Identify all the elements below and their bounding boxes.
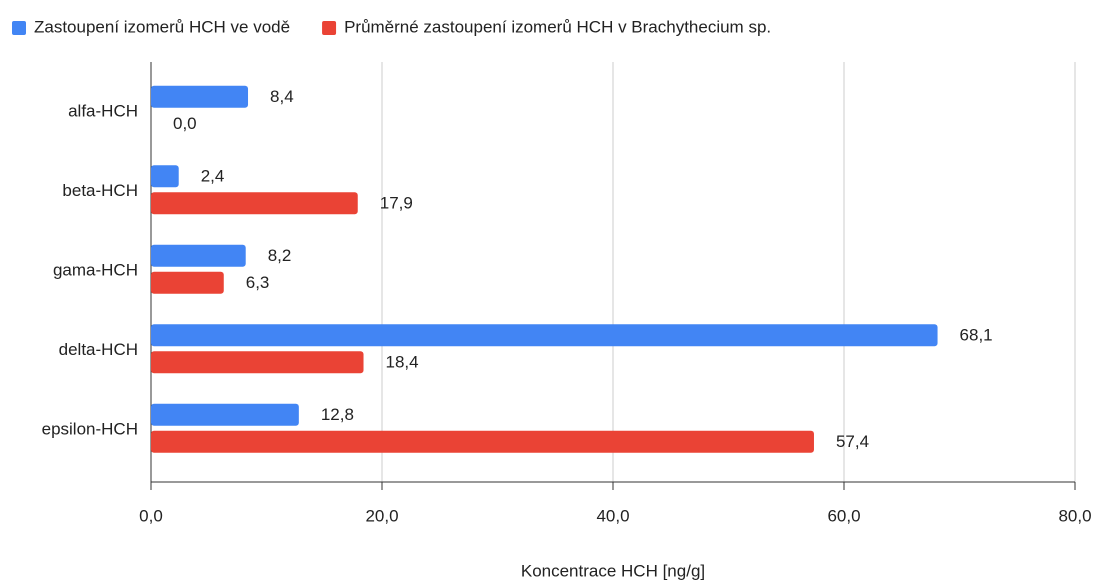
x-axis-title: Koncentrace HCH [ng/g] [521,561,705,580]
x-tick-label: 80,0 [1058,506,1091,525]
data-label: 6,3 [246,273,270,292]
bar [151,351,364,374]
x-tick-label: 20,0 [365,506,398,525]
bar [151,271,224,294]
bar [151,324,938,347]
x-tick-label: 60,0 [827,506,860,525]
y-tick-label: gama-HCH [53,261,138,280]
data-label: 2,4 [201,167,225,186]
x-tick-label: 40,0 [596,506,629,525]
bar [151,165,179,188]
data-label: 12,8 [321,405,354,424]
y-tick-label: beta-HCH [62,181,138,200]
data-label: 8,2 [268,246,292,265]
data-label: 8,4 [270,87,294,106]
bar [151,244,246,267]
y-tick-label: alfa-HCH [68,102,138,121]
data-label: 18,4 [386,353,419,372]
legend-swatch [12,21,26,35]
y-tick-label: epsilon-HCH [42,420,138,439]
x-tick-label: 0,0 [139,506,163,525]
bar [151,85,249,108]
data-label: 68,1 [960,326,993,345]
legend-label: Průměrné zastoupení izomerů HCH v Brachy… [344,17,771,36]
bar [151,430,814,453]
y-tick-label: delta-HCH [59,340,138,359]
data-label: 57,4 [836,432,869,451]
bar [151,192,358,215]
legend-swatch [322,21,337,35]
bar [151,403,299,426]
data-label: 17,9 [380,194,413,213]
legend-label: Zastoupení izomerů HCH ve vodě [34,17,290,36]
data-label: 0,0 [173,114,197,133]
